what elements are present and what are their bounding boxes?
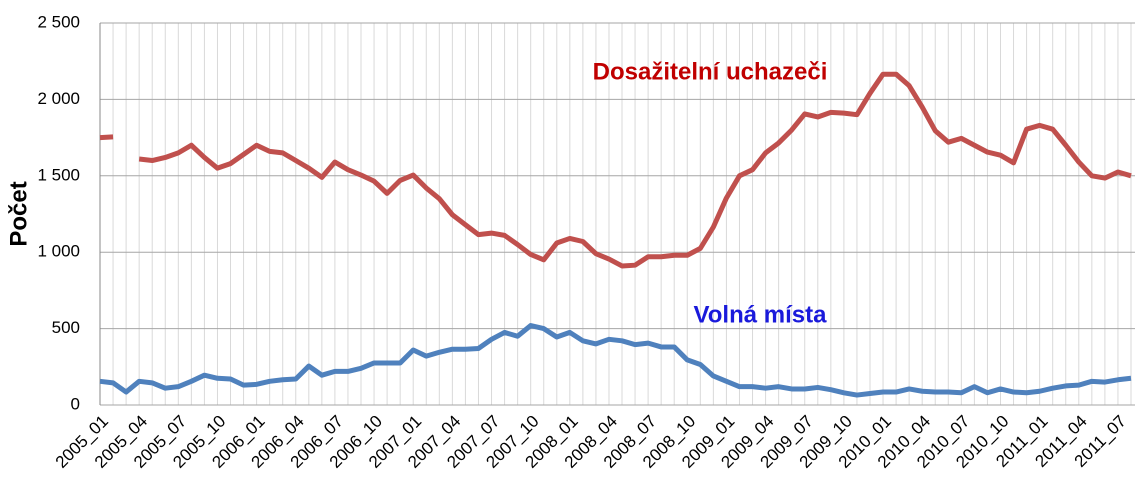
y-tick-label: 1 000 xyxy=(37,242,80,261)
y-tick-label: 1 500 xyxy=(37,165,80,184)
y-tick-label: 2 500 xyxy=(37,12,80,31)
y-axis-label: Počet xyxy=(5,181,32,246)
series-label: Volná místa xyxy=(694,301,828,328)
series-line xyxy=(138,71,1132,269)
series-line xyxy=(99,134,114,141)
y-tick-label: 0 xyxy=(71,394,80,413)
y-tick-label: 2 000 xyxy=(37,89,80,108)
y-tick-label: 500 xyxy=(52,318,80,337)
series-label: Dosažitelní uchazeči xyxy=(593,58,828,85)
series-line xyxy=(99,323,1132,398)
